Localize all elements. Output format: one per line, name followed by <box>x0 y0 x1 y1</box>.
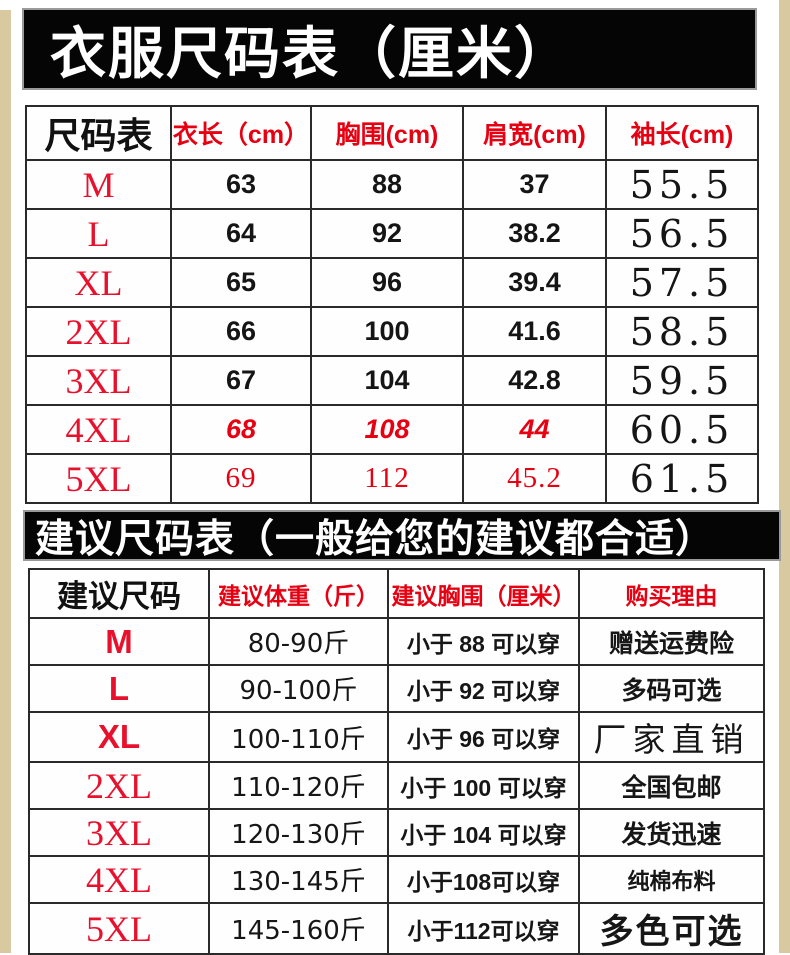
size-table-header-size: 尺码表 <box>25 105 172 161</box>
table-row: L 90-100斤 小于 92 可以穿 多码可选 <box>28 664 765 713</box>
chest-value: 96 <box>310 257 464 308</box>
advice-header-reason: 购买理由 <box>578 568 765 619</box>
shoulder-value: 45.2 <box>462 453 607 504</box>
sleeve-value: 58.5 <box>605 306 759 357</box>
chest-value: 100 <box>310 306 464 357</box>
size-table-header-sleeve: 袖长(cm) <box>605 105 759 161</box>
table-row: 4XL 68 108 44 60.5 <box>25 404 759 455</box>
sleeve-value: 61.5 <box>605 453 759 504</box>
chest-advice: 小于112可以穿 <box>387 902 580 955</box>
table-row: XL 100-110斤 小于 96 可以穿 厂家直销 <box>28 711 765 763</box>
purchase-reason: 多色可选 <box>578 902 765 955</box>
advice-header-size: 建议尺码 <box>28 568 210 619</box>
sleeve-value: 57.5 <box>605 257 759 308</box>
length-value: 68 <box>170 404 312 455</box>
shoulder-value: 41.6 <box>462 306 607 357</box>
chest-advice: 小于108可以穿 <box>387 855 580 904</box>
table-row: M 80-90斤 小于 88 可以穿 赠送运费险 <box>28 617 765 666</box>
size-table-header-chest: 胸围(cm) <box>310 105 464 161</box>
chest-value: 88 <box>310 159 464 210</box>
chest-advice: 小于 96 可以穿 <box>387 711 580 763</box>
chest-value: 104 <box>310 355 464 406</box>
table-row: 2XL 110-120斤 小于 100 可以穿 全国包邮 <box>28 761 765 810</box>
chest-advice: 小于 104 可以穿 <box>387 808 580 857</box>
weight-range: 80-90斤 <box>208 617 389 666</box>
length-value: 67 <box>170 355 312 406</box>
table-row: 3XL 67 104 42.8 59.5 <box>25 355 759 406</box>
chest-advice: 小于 100 可以穿 <box>387 761 580 810</box>
purchase-reason: 多码可选 <box>578 664 765 713</box>
chest-value: 108 <box>310 404 464 455</box>
shoulder-value: 44 <box>462 404 607 455</box>
size-label: L <box>28 664 210 713</box>
weight-range: 90-100斤 <box>208 664 389 713</box>
chest-value: 112 <box>310 453 464 504</box>
table-row: 2XL 66 100 41.6 58.5 <box>25 306 759 357</box>
length-value: 69 <box>170 453 312 504</box>
size-label: XL <box>28 711 210 763</box>
table-row: M 63 88 37 55.5 <box>25 159 759 210</box>
size-label: 2XL <box>25 306 172 357</box>
weight-range: 120-130斤 <box>208 808 389 857</box>
advice-table-header-row: 建议尺码 建议体重（斤） 建议胸围（厘米） 购买理由 <box>28 568 765 619</box>
advice-table: 建议尺码 建议体重（斤） 建议胸围（厘米） 购买理由 M 80-90斤 小于 8… <box>28 568 765 955</box>
advice-title: 建议尺码表（一般给您的建议都合适） <box>35 515 716 562</box>
size-label: 4XL <box>25 404 172 455</box>
sleeve-value: 60.5 <box>605 404 759 455</box>
weight-range: 100-110斤 <box>208 711 389 763</box>
length-value: 64 <box>170 208 312 259</box>
length-value: 65 <box>170 257 312 308</box>
size-label: XL <box>25 257 172 308</box>
table-row: 3XL 120-130斤 小于 104 可以穿 发货迅速 <box>28 808 765 857</box>
shoulder-value: 39.4 <box>462 257 607 308</box>
chest-advice: 小于 88 可以穿 <box>387 617 580 666</box>
table-row: 5XL 145-160斤 小于112可以穿 多色可选 <box>28 902 765 955</box>
weight-range: 130-145斤 <box>208 855 389 904</box>
size-label: 3XL <box>28 808 210 857</box>
left-edge-strip <box>0 10 11 953</box>
purchase-reason: 纯棉布料 <box>578 855 765 904</box>
size-label: 4XL <box>28 855 210 904</box>
sleeve-value: 55.5 <box>605 159 759 210</box>
size-label: 5XL <box>28 902 210 955</box>
table-row: L 64 92 38.2 56.5 <box>25 208 759 259</box>
size-table: 尺码表 衣长（cm） 胸围(cm) 肩宽(cm) 袖长(cm) M 63 88 … <box>25 105 759 504</box>
advice-title-banner: 建议尺码表（一般给您的建议都合适） <box>23 510 781 562</box>
size-label: 3XL <box>25 355 172 406</box>
main-title-banner: 衣服尺码表（厘米） <box>22 8 757 90</box>
table-row: 5XL 69 112 45.2 61.5 <box>25 453 759 504</box>
size-table-header-row: 尺码表 衣长（cm） 胸围(cm) 肩宽(cm) 袖长(cm) <box>25 105 759 161</box>
size-label: L <box>25 208 172 259</box>
right-edge-strip <box>779 0 790 953</box>
size-table-header-length: 衣长（cm） <box>170 105 312 161</box>
shoulder-value: 38.2 <box>462 208 607 259</box>
table-row: 4XL 130-145斤 小于108可以穿 纯棉布料 <box>28 855 765 904</box>
shoulder-value: 37 <box>462 159 607 210</box>
chest-value: 92 <box>310 208 464 259</box>
purchase-reason: 全国包邮 <box>578 761 765 810</box>
advice-header-weight: 建议体重（斤） <box>208 568 389 619</box>
size-label: M <box>25 159 172 210</box>
length-value: 63 <box>170 159 312 210</box>
size-label: M <box>28 617 210 666</box>
page-title: 衣服尺码表（厘米） <box>50 20 572 87</box>
sleeve-value: 56.5 <box>605 208 759 259</box>
weight-range: 145-160斤 <box>208 902 389 955</box>
size-table-header-shoulder: 肩宽(cm) <box>462 105 607 161</box>
length-value: 66 <box>170 306 312 357</box>
purchase-reason: 赠送运费险 <box>578 617 765 666</box>
size-label: 5XL <box>25 453 172 504</box>
sleeve-value: 59.5 <box>605 355 759 406</box>
table-row: XL 65 96 39.4 57.5 <box>25 257 759 308</box>
weight-range: 110-120斤 <box>208 761 389 810</box>
shoulder-value: 42.8 <box>462 355 607 406</box>
purchase-reason: 厂家直销 <box>578 711 765 763</box>
advice-header-chest: 建议胸围（厘米） <box>387 568 580 619</box>
purchase-reason: 发货迅速 <box>578 808 765 857</box>
chest-advice: 小于 92 可以穿 <box>387 664 580 713</box>
size-label: 2XL <box>28 761 210 810</box>
